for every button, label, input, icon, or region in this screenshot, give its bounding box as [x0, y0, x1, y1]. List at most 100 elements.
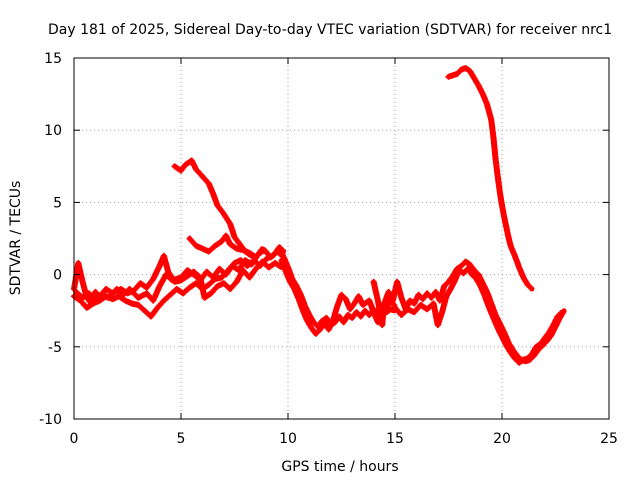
- data-point: [311, 319, 317, 325]
- data-point: [240, 267, 246, 273]
- data-point: [304, 318, 310, 324]
- series-line: [171, 157, 254, 259]
- data-point: [161, 253, 167, 259]
- data-point: [313, 331, 319, 337]
- data-point: [473, 276, 479, 282]
- data-point: [339, 292, 344, 298]
- data-point: [467, 262, 473, 267]
- x-tick-label: 20: [493, 431, 511, 447]
- data-point: [182, 162, 188, 168]
- data-point: [529, 351, 535, 357]
- data-point: [525, 282, 531, 288]
- data-point: [93, 289, 98, 295]
- data-point: [508, 243, 513, 249]
- data-point: [493, 156, 498, 162]
- data-point: [75, 260, 81, 266]
- data-point: [444, 293, 449, 299]
- data-point: [322, 321, 327, 327]
- data-point: [347, 306, 353, 312]
- data-point: [123, 298, 128, 303]
- y-tick-label: 15: [44, 51, 62, 67]
- data-point: [174, 286, 180, 292]
- data-point: [234, 246, 240, 252]
- data-point: [508, 350, 513, 355]
- data-point: [296, 296, 302, 302]
- x-tick-label: 25: [600, 431, 618, 447]
- data-point: [512, 253, 518, 259]
- data-point: [358, 314, 364, 319]
- data-point: [129, 301, 135, 306]
- data-point: [392, 305, 398, 311]
- data-point: [538, 341, 543, 347]
- data-point: [354, 309, 359, 315]
- data-point: [180, 291, 186, 296]
- data-point: [287, 279, 293, 285]
- data-point: [185, 273, 190, 279]
- data-point: [247, 275, 252, 280]
- data-point: [135, 295, 141, 301]
- data-point: [491, 135, 496, 140]
- data-point: [337, 314, 342, 319]
- data-point: [200, 246, 205, 252]
- data-point: [463, 65, 468, 71]
- data-point: [227, 286, 233, 292]
- data-point: [93, 298, 98, 303]
- data-point: [542, 335, 548, 341]
- data-point: [272, 260, 278, 266]
- data-point: [150, 298, 156, 303]
- data-point: [232, 234, 237, 240]
- axis-ticks: 0 5 10 15 20 25 -10 -5 0 5 10 15: [39, 51, 618, 447]
- data-point: [103, 286, 109, 292]
- data-point: [495, 325, 501, 331]
- data-point: [253, 254, 259, 260]
- data-point: [212, 243, 218, 249]
- data-point: [172, 279, 178, 285]
- grid-lines: [74, 58, 609, 419]
- data-point: [506, 234, 511, 240]
- data-point: [371, 309, 376, 315]
- data-point: [200, 174, 205, 179]
- data-point: [559, 309, 565, 315]
- data-point: [215, 202, 220, 208]
- data-point: [144, 285, 150, 290]
- data-point: [277, 246, 282, 252]
- data-point: [433, 289, 439, 295]
- series-track-7: [278, 257, 398, 337]
- data-point: [461, 270, 466, 276]
- data-point: [441, 283, 447, 289]
- data-point: [283, 269, 289, 275]
- data-point: [221, 211, 227, 217]
- data-point: [73, 289, 79, 295]
- y-tick-label: 10: [44, 123, 62, 139]
- data-point: [516, 265, 522, 270]
- data-point: [394, 279, 400, 285]
- data-point: [349, 315, 355, 321]
- data-point: [471, 75, 477, 81]
- data-point: [463, 259, 468, 264]
- data-point: [206, 282, 212, 288]
- data-point: [341, 319, 346, 325]
- data-point: [465, 266, 471, 272]
- data-point: [429, 295, 434, 301]
- data-point: [375, 298, 381, 303]
- data-point: [405, 306, 411, 312]
- data-point: [238, 257, 244, 263]
- data-point: [236, 240, 242, 246]
- data-point: [551, 322, 556, 328]
- data-point: [197, 275, 203, 280]
- data-point: [360, 302, 366, 308]
- x-tick-label: 0: [70, 431, 79, 447]
- data-point: [452, 278, 458, 283]
- data-point: [309, 325, 314, 331]
- data-point: [125, 291, 130, 296]
- data-point: [300, 308, 306, 314]
- series-track-9: [392, 265, 565, 366]
- data-point: [178, 278, 184, 283]
- data-point: [480, 91, 486, 97]
- data-point: [264, 256, 269, 262]
- data-point: [86, 291, 92, 296]
- data-point: [330, 318, 336, 324]
- data-point: [446, 279, 451, 285]
- data-point: [458, 67, 464, 72]
